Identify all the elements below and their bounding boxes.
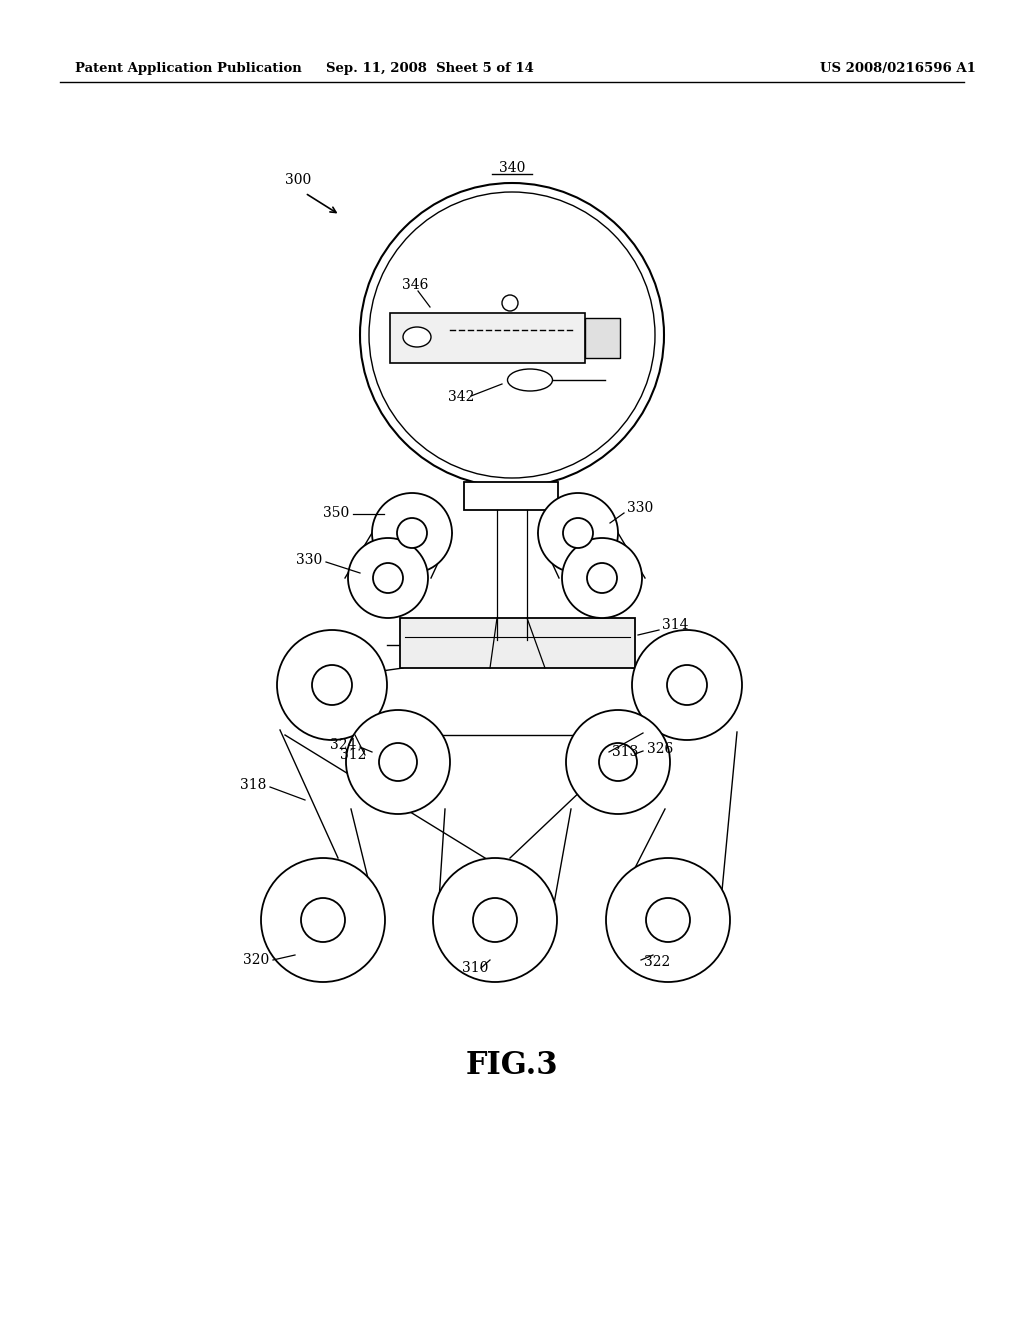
Circle shape bbox=[632, 630, 742, 741]
Circle shape bbox=[379, 743, 417, 781]
Text: 326: 326 bbox=[647, 742, 673, 756]
Circle shape bbox=[360, 183, 664, 487]
Circle shape bbox=[433, 858, 557, 982]
Circle shape bbox=[397, 517, 427, 548]
Text: 310: 310 bbox=[462, 961, 488, 975]
Circle shape bbox=[563, 517, 593, 548]
Circle shape bbox=[606, 858, 730, 982]
Circle shape bbox=[566, 710, 670, 814]
Text: Patent Application Publication: Patent Application Publication bbox=[75, 62, 302, 75]
Text: 330: 330 bbox=[627, 502, 653, 515]
Circle shape bbox=[261, 858, 385, 982]
Circle shape bbox=[502, 294, 518, 312]
Bar bbox=[400, 618, 635, 668]
Circle shape bbox=[587, 564, 617, 593]
Ellipse shape bbox=[508, 370, 553, 391]
Bar bbox=[390, 313, 585, 363]
Text: 342: 342 bbox=[449, 389, 474, 404]
Text: 330: 330 bbox=[296, 553, 323, 568]
Circle shape bbox=[312, 665, 352, 705]
Circle shape bbox=[538, 492, 618, 573]
Circle shape bbox=[373, 564, 403, 593]
Text: 312: 312 bbox=[340, 748, 367, 762]
Text: 314: 314 bbox=[662, 618, 688, 632]
Circle shape bbox=[348, 539, 428, 618]
Circle shape bbox=[667, 665, 707, 705]
Ellipse shape bbox=[403, 327, 431, 347]
Text: US 2008/0216596 A1: US 2008/0216596 A1 bbox=[820, 62, 976, 75]
Circle shape bbox=[646, 898, 690, 942]
Text: 313: 313 bbox=[612, 744, 638, 759]
Text: Sep. 11, 2008  Sheet 5 of 14: Sep. 11, 2008 Sheet 5 of 14 bbox=[326, 62, 534, 75]
Text: 324: 324 bbox=[330, 738, 356, 752]
Circle shape bbox=[301, 898, 345, 942]
Text: 346: 346 bbox=[402, 279, 428, 292]
Bar bbox=[464, 482, 558, 510]
Bar bbox=[585, 318, 620, 358]
Text: FIG.3: FIG.3 bbox=[466, 1049, 558, 1081]
Circle shape bbox=[369, 191, 655, 478]
Text: 300: 300 bbox=[285, 173, 311, 187]
Text: 350: 350 bbox=[323, 506, 349, 520]
Circle shape bbox=[599, 743, 637, 781]
Text: 318: 318 bbox=[240, 777, 266, 792]
Text: 320: 320 bbox=[243, 953, 269, 968]
Text: 322: 322 bbox=[644, 954, 671, 969]
Circle shape bbox=[562, 539, 642, 618]
Circle shape bbox=[278, 630, 387, 741]
Text: 340: 340 bbox=[499, 161, 525, 176]
Circle shape bbox=[473, 898, 517, 942]
Circle shape bbox=[372, 492, 452, 573]
Circle shape bbox=[346, 710, 450, 814]
